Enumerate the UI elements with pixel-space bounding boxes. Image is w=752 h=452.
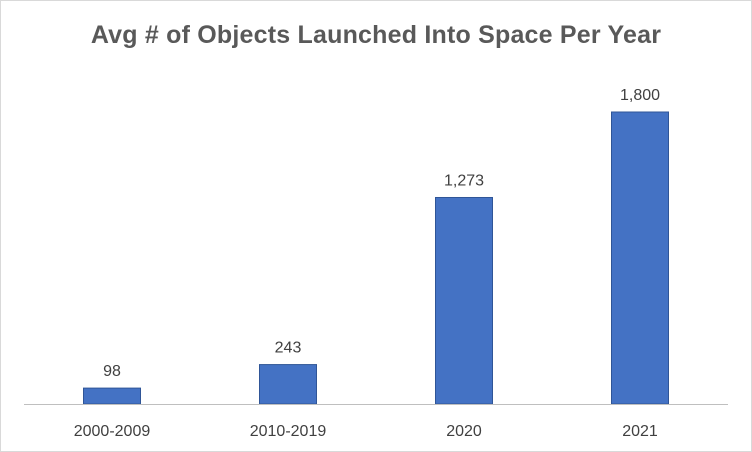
- bar-2010-2019: [259, 364, 317, 405]
- data-label-2000-2009: 98: [103, 363, 121, 380]
- chart-title: Avg # of Objects Launched Into Space Per…: [90, 21, 662, 49]
- data-label-2021: 1,800: [620, 87, 660, 104]
- x-tick-label-2010-2019: 2010-2019: [250, 423, 327, 440]
- bar-2000-2009: [83, 387, 141, 405]
- bar-2021: [611, 111, 669, 405]
- data-label-2010-2019: 243: [275, 340, 302, 357]
- bar-2020: [435, 196, 493, 405]
- x-tick-label-2021: 2021: [622, 423, 658, 440]
- data-label-2020: 1,273: [444, 172, 484, 189]
- x-tick-label-2000-2009: 2000-2009: [74, 423, 151, 440]
- x-tick-label-2020: 2020: [446, 423, 482, 440]
